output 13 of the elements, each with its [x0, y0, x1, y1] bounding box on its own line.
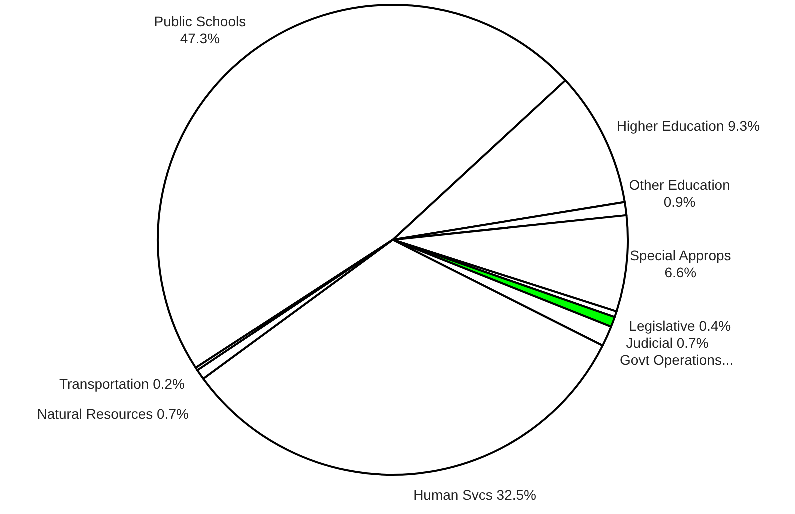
slice-label: Natural Resources 0.7% [37, 406, 189, 422]
slice-label: Human Svcs 32.5% [414, 487, 537, 504]
data-label: 0.9% [664, 194, 696, 210]
data-label: 6.6% [664, 264, 697, 281]
slice-label: Special Approps [630, 248, 732, 264]
slice-label: Public Schools [154, 13, 246, 30]
slice-label: Legislative 0.4% [629, 318, 732, 334]
slice-label: Other Education [629, 176, 730, 193]
slice-label: Govt Operations... [620, 352, 734, 368]
slice-label: Higher Education 9.3% [616, 118, 760, 134]
slice-label: Judicial 0.7% [626, 334, 709, 351]
slice-label: Transportation 0.2% [59, 376, 186, 392]
data-label: 47.3% [180, 30, 220, 46]
